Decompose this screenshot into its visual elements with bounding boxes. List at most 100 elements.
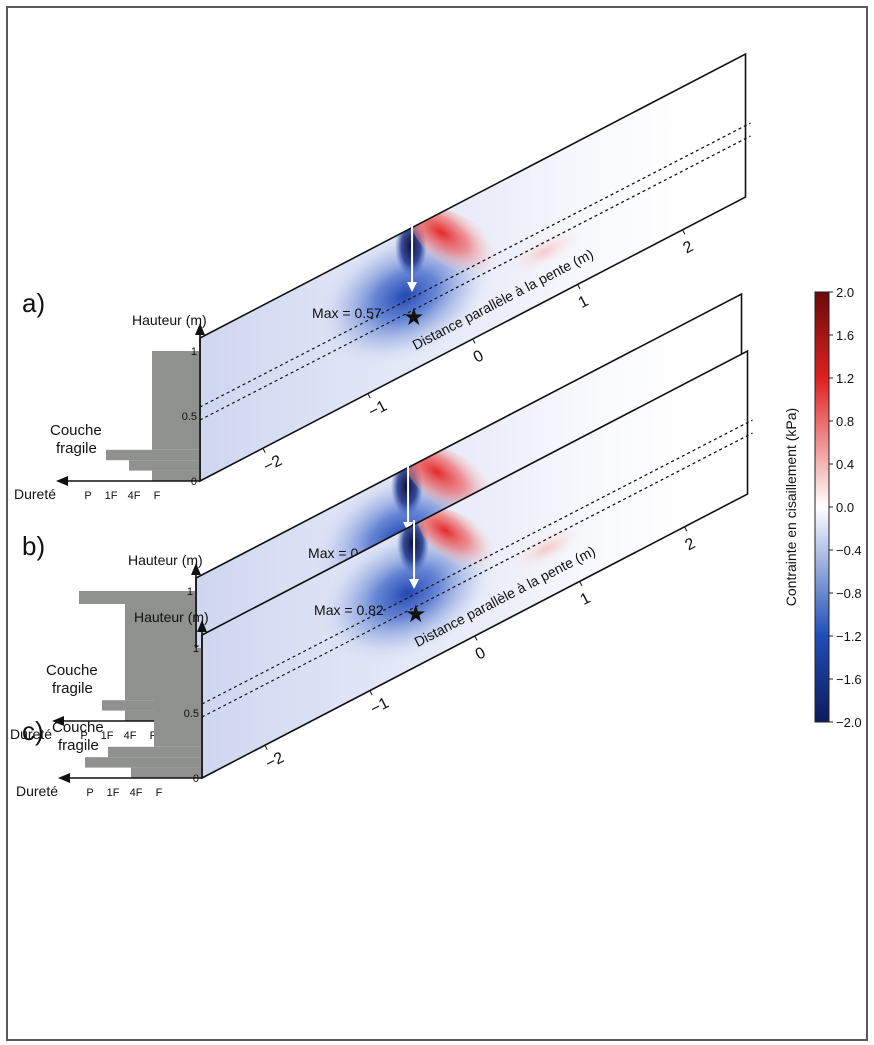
weak-layer-boundary <box>201 419 753 705</box>
hardness-bar <box>85 757 202 768</box>
x-tick-mark <box>472 338 476 344</box>
colorbar-tick-label: −1.6 <box>836 672 862 687</box>
y-axis-arrow <box>197 620 207 632</box>
y-axis-label: Hauteur (m) <box>132 312 207 328</box>
hardness-tick-label: 1F <box>101 730 114 742</box>
colorbar-tick-label: 0.4 <box>836 457 854 472</box>
weak-layer-label: fragile <box>56 440 97 457</box>
hardness-axis-arrow <box>56 476 68 486</box>
hardness-bar <box>154 648 202 747</box>
colorbar-tick-label: 2.0 <box>836 285 854 300</box>
x-tick-mark <box>577 284 581 290</box>
weak-layer-boundary <box>199 135 751 421</box>
x-tick-label: 2 <box>683 535 699 554</box>
weak-layer-boundary <box>199 122 751 408</box>
y-axis-label: Hauteur (m) <box>128 552 203 568</box>
x-tick-label: 1 <box>576 293 592 312</box>
x-tick-label: −1 <box>366 398 390 422</box>
hardness-bar <box>79 591 196 604</box>
weak-layer-label: Couche <box>52 719 104 736</box>
hardness-bar <box>108 746 202 758</box>
weak-layer-label: fragile <box>52 680 93 697</box>
colorbar-label: Contrainte en cisaillement (kPa) <box>783 408 799 606</box>
x-tick-mark <box>682 229 686 235</box>
max-stress-star: ★ <box>403 304 425 331</box>
x-tick-label: −2 <box>263 749 287 773</box>
colorbar: 2.0 1.6 1.2 0.8 0.4 0.0 −0.4 −0.8 −1.2 −1.6 −2.0 Co… <box>783 285 862 730</box>
y-axis-arrow <box>191 563 201 575</box>
hardness-axis-label: Dureté <box>16 783 58 799</box>
hardness-axis-label: Dureté <box>10 726 52 742</box>
hardness-bar <box>152 351 200 450</box>
colorbar-tick-label: −0.4 <box>836 543 862 558</box>
colorbar-tick-label: 1.6 <box>836 328 854 343</box>
hardness-bar <box>129 460 200 471</box>
y-tick-label: 1 <box>191 346 197 358</box>
hardness-bar <box>102 700 196 711</box>
max-stress-label: Max = 0.57 <box>312 305 382 321</box>
hardness-axis-arrow <box>58 773 70 783</box>
x-tick-label: 2 <box>681 238 697 257</box>
x-tick-mark <box>367 393 371 399</box>
x-tick-mark <box>264 745 268 750</box>
colorbar-tick-label: 0.8 <box>836 414 854 429</box>
x-tick-mark <box>474 635 478 641</box>
y-tick-label: 0.5 <box>184 708 199 720</box>
hardness-tick-label: P <box>84 490 91 502</box>
max-stress-label: Max = 0.82 <box>314 602 384 618</box>
weak-layer-label: Couche <box>46 662 98 679</box>
positive-stress-zone <box>418 508 506 574</box>
weak-layer-label: fragile <box>58 737 99 754</box>
weak-layer-boundary <box>201 432 753 718</box>
hardness-tick-label: 1F <box>105 490 118 502</box>
x-tick-mark <box>684 526 688 532</box>
hardness-tick-label: P <box>86 787 93 799</box>
y-tick-label: 1 <box>193 643 199 655</box>
colorbar-tick-label: 1.2 <box>836 371 854 386</box>
hardness-tick-label: F <box>156 787 163 799</box>
hardness-tick-label: F <box>150 730 157 742</box>
load-arrow-head <box>407 282 418 293</box>
hardness-tick-label: F <box>154 490 161 502</box>
x-tick-label: −1 <box>368 695 392 719</box>
hardness-tick-label: P <box>80 730 87 742</box>
y-tick-label: 0.5 <box>182 411 197 423</box>
y-tick-label: 1 <box>187 586 193 598</box>
x-tick-mark <box>262 448 266 453</box>
hardness-tick-label: 1F <box>107 787 120 799</box>
hardness-axis-arrow <box>52 716 64 726</box>
hardness-bar <box>152 470 200 481</box>
y-tick-label: 0 <box>191 476 197 488</box>
y-axis-arrow <box>195 323 205 335</box>
x-tick-label: 1 <box>578 590 594 609</box>
x-tick-mark <box>579 581 583 587</box>
colorbar-tick-label: 0.0 <box>836 500 854 515</box>
panel-label: a) <box>22 288 45 318</box>
weak-layer-stress-zone <box>510 526 584 571</box>
weak-layer-label: Couche <box>50 422 102 439</box>
x-tick-label: 0 <box>473 644 489 663</box>
hardness-tick-label: 4F <box>130 787 143 799</box>
load-arrow-head <box>409 579 420 590</box>
stress-field <box>202 351 748 778</box>
hardness-profile <box>85 648 202 778</box>
colorbar-gradient <box>814 291 830 723</box>
colorbar-tick-label: −2.0 <box>836 715 862 730</box>
x-tick-label: 0 <box>471 347 487 366</box>
colorbar-tick-label: −1.2 <box>836 629 862 644</box>
hardness-tick-label: 4F <box>128 490 141 502</box>
max-stress-star: ★ <box>405 601 427 628</box>
hardness-profile <box>106 351 200 481</box>
hardness-bar <box>131 767 202 778</box>
positive-stress-zone <box>411 207 509 281</box>
hardness-tick-label: 4F <box>124 730 137 742</box>
colorbar-tick-label: −0.8 <box>836 586 862 601</box>
y-axis-label: Hauteur (m) <box>134 609 209 625</box>
x-tick-label: −2 <box>261 452 285 476</box>
y-tick-label: 0 <box>193 773 199 785</box>
hardness-bar <box>106 449 200 461</box>
panel-label: b) <box>22 531 45 561</box>
